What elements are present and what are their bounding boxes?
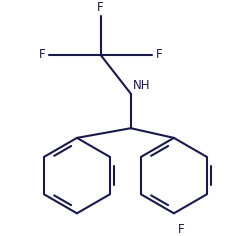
Text: F: F xyxy=(177,223,184,236)
Text: F: F xyxy=(39,48,46,61)
Text: F: F xyxy=(97,1,104,14)
Text: F: F xyxy=(155,48,162,61)
Text: NH: NH xyxy=(133,79,150,92)
